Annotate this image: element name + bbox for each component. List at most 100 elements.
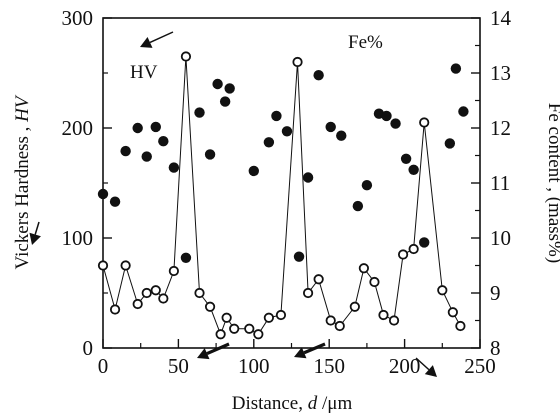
fe-annotation: Fe% (348, 32, 383, 53)
fe-point (158, 293, 169, 304)
fe-point (408, 243, 419, 255)
fe-point (358, 263, 369, 274)
hardness-point (180, 252, 192, 263)
hardness-point (168, 162, 180, 173)
arrow-head (424, 365, 437, 377)
hardness-point (408, 164, 419, 175)
arrow-head (29, 232, 41, 245)
fe-point (244, 323, 255, 334)
x-tick-label: 250 (464, 354, 496, 378)
hardness-point (302, 172, 314, 183)
hardness-points (97, 63, 469, 263)
hardness-point (132, 122, 143, 134)
fe-point (141, 287, 152, 299)
fe-point (455, 320, 466, 332)
fe-point (334, 320, 345, 332)
y-right-tick-label: 8 (490, 336, 501, 360)
hardness-point (271, 110, 282, 122)
hardness-point (158, 136, 169, 147)
fe-point (275, 309, 287, 321)
arrows (29, 31, 437, 377)
hardness-point (293, 251, 305, 262)
fe-point (325, 315, 336, 326)
fe-point (97, 260, 109, 271)
hardness-point (458, 106, 469, 117)
fe-point (150, 285, 161, 296)
fe-point (215, 329, 226, 340)
arrow-shaft (206, 342, 230, 356)
hardness-point (224, 83, 235, 94)
fe-point (120, 260, 131, 271)
hardness-point (444, 138, 456, 149)
y-left-tick-label: 100 (62, 226, 94, 250)
hardness-point (194, 107, 205, 118)
arrow-shaft (34, 221, 40, 235)
hardness-point (97, 188, 109, 200)
hardness-point (141, 151, 152, 162)
hardness-point (361, 180, 373, 191)
fe-point (292, 56, 303, 68)
hardness-point (336, 130, 347, 141)
hardness-point (419, 237, 430, 248)
hardness-point (120, 145, 131, 157)
x-tick-label: 0 (98, 354, 109, 378)
y-left-tick-label: 200 (62, 116, 94, 140)
fe-point (437, 285, 448, 296)
y-left-tick-label: 300 (62, 6, 94, 30)
hardness-point (263, 137, 275, 148)
fe-point (447, 307, 458, 318)
hardness-point (390, 118, 401, 129)
y-right-axis-label: Fe content , (mass%) (544, 103, 560, 263)
fe-content-line (102, 56, 461, 336)
fe-point (349, 301, 360, 312)
arrow-shaft (415, 357, 430, 371)
fe-point (168, 265, 179, 277)
x-tick-label: 200 (389, 354, 421, 378)
fe-point (397, 249, 409, 260)
fe-point (419, 117, 430, 128)
hv-annotation: HV (130, 62, 158, 83)
fe-point (204, 301, 216, 312)
hardness-point (352, 200, 364, 212)
y-left-tick-label: 0 (83, 336, 94, 360)
fe-point (302, 287, 314, 299)
arrow-head (140, 36, 153, 48)
fe-point (388, 315, 400, 326)
hardness-point (219, 96, 231, 107)
hardness-point (325, 121, 336, 133)
y-right-tick-label: 13 (490, 61, 511, 85)
arrow-head (294, 347, 307, 359)
x-tick-label: 50 (168, 354, 189, 378)
fe-point (221, 312, 232, 323)
fe-point (378, 309, 389, 321)
hardness-point (204, 149, 216, 160)
hardness-point (313, 70, 324, 81)
ticks (102, 17, 481, 349)
fe-content-points (97, 51, 466, 340)
hardness-point (281, 126, 293, 137)
fe-point (194, 287, 205, 299)
fe-point (180, 51, 192, 62)
arrow-shaft (303, 342, 326, 355)
fe-point (229, 323, 240, 334)
hardness-point (150, 121, 161, 133)
tick-labels: 0 50 100 150 200 250 0 100 200 300 8 9 10 11 12 13 14 (62, 6, 512, 378)
hardness-point (248, 165, 259, 177)
fe-point (369, 276, 380, 288)
hardness-point (212, 78, 223, 90)
arrow-head (197, 348, 210, 360)
y-right-tick-label: 12 (490, 116, 511, 140)
y-right-tick-label: 10 (490, 226, 511, 250)
y-left-axis-label: Vickers Hardness , HV (12, 94, 33, 269)
fe-point (313, 274, 324, 285)
arrow-shaft (149, 31, 174, 44)
fe-point (263, 312, 274, 323)
hardness-point (381, 110, 392, 122)
fe-point (109, 304, 121, 315)
y-right-tick-label: 9 (490, 281, 501, 305)
x-tick-label: 150 (313, 354, 345, 378)
y-right-tick-label: 14 (490, 6, 512, 30)
fe-point (253, 329, 264, 340)
y-right-tick-label: 11 (490, 171, 510, 195)
